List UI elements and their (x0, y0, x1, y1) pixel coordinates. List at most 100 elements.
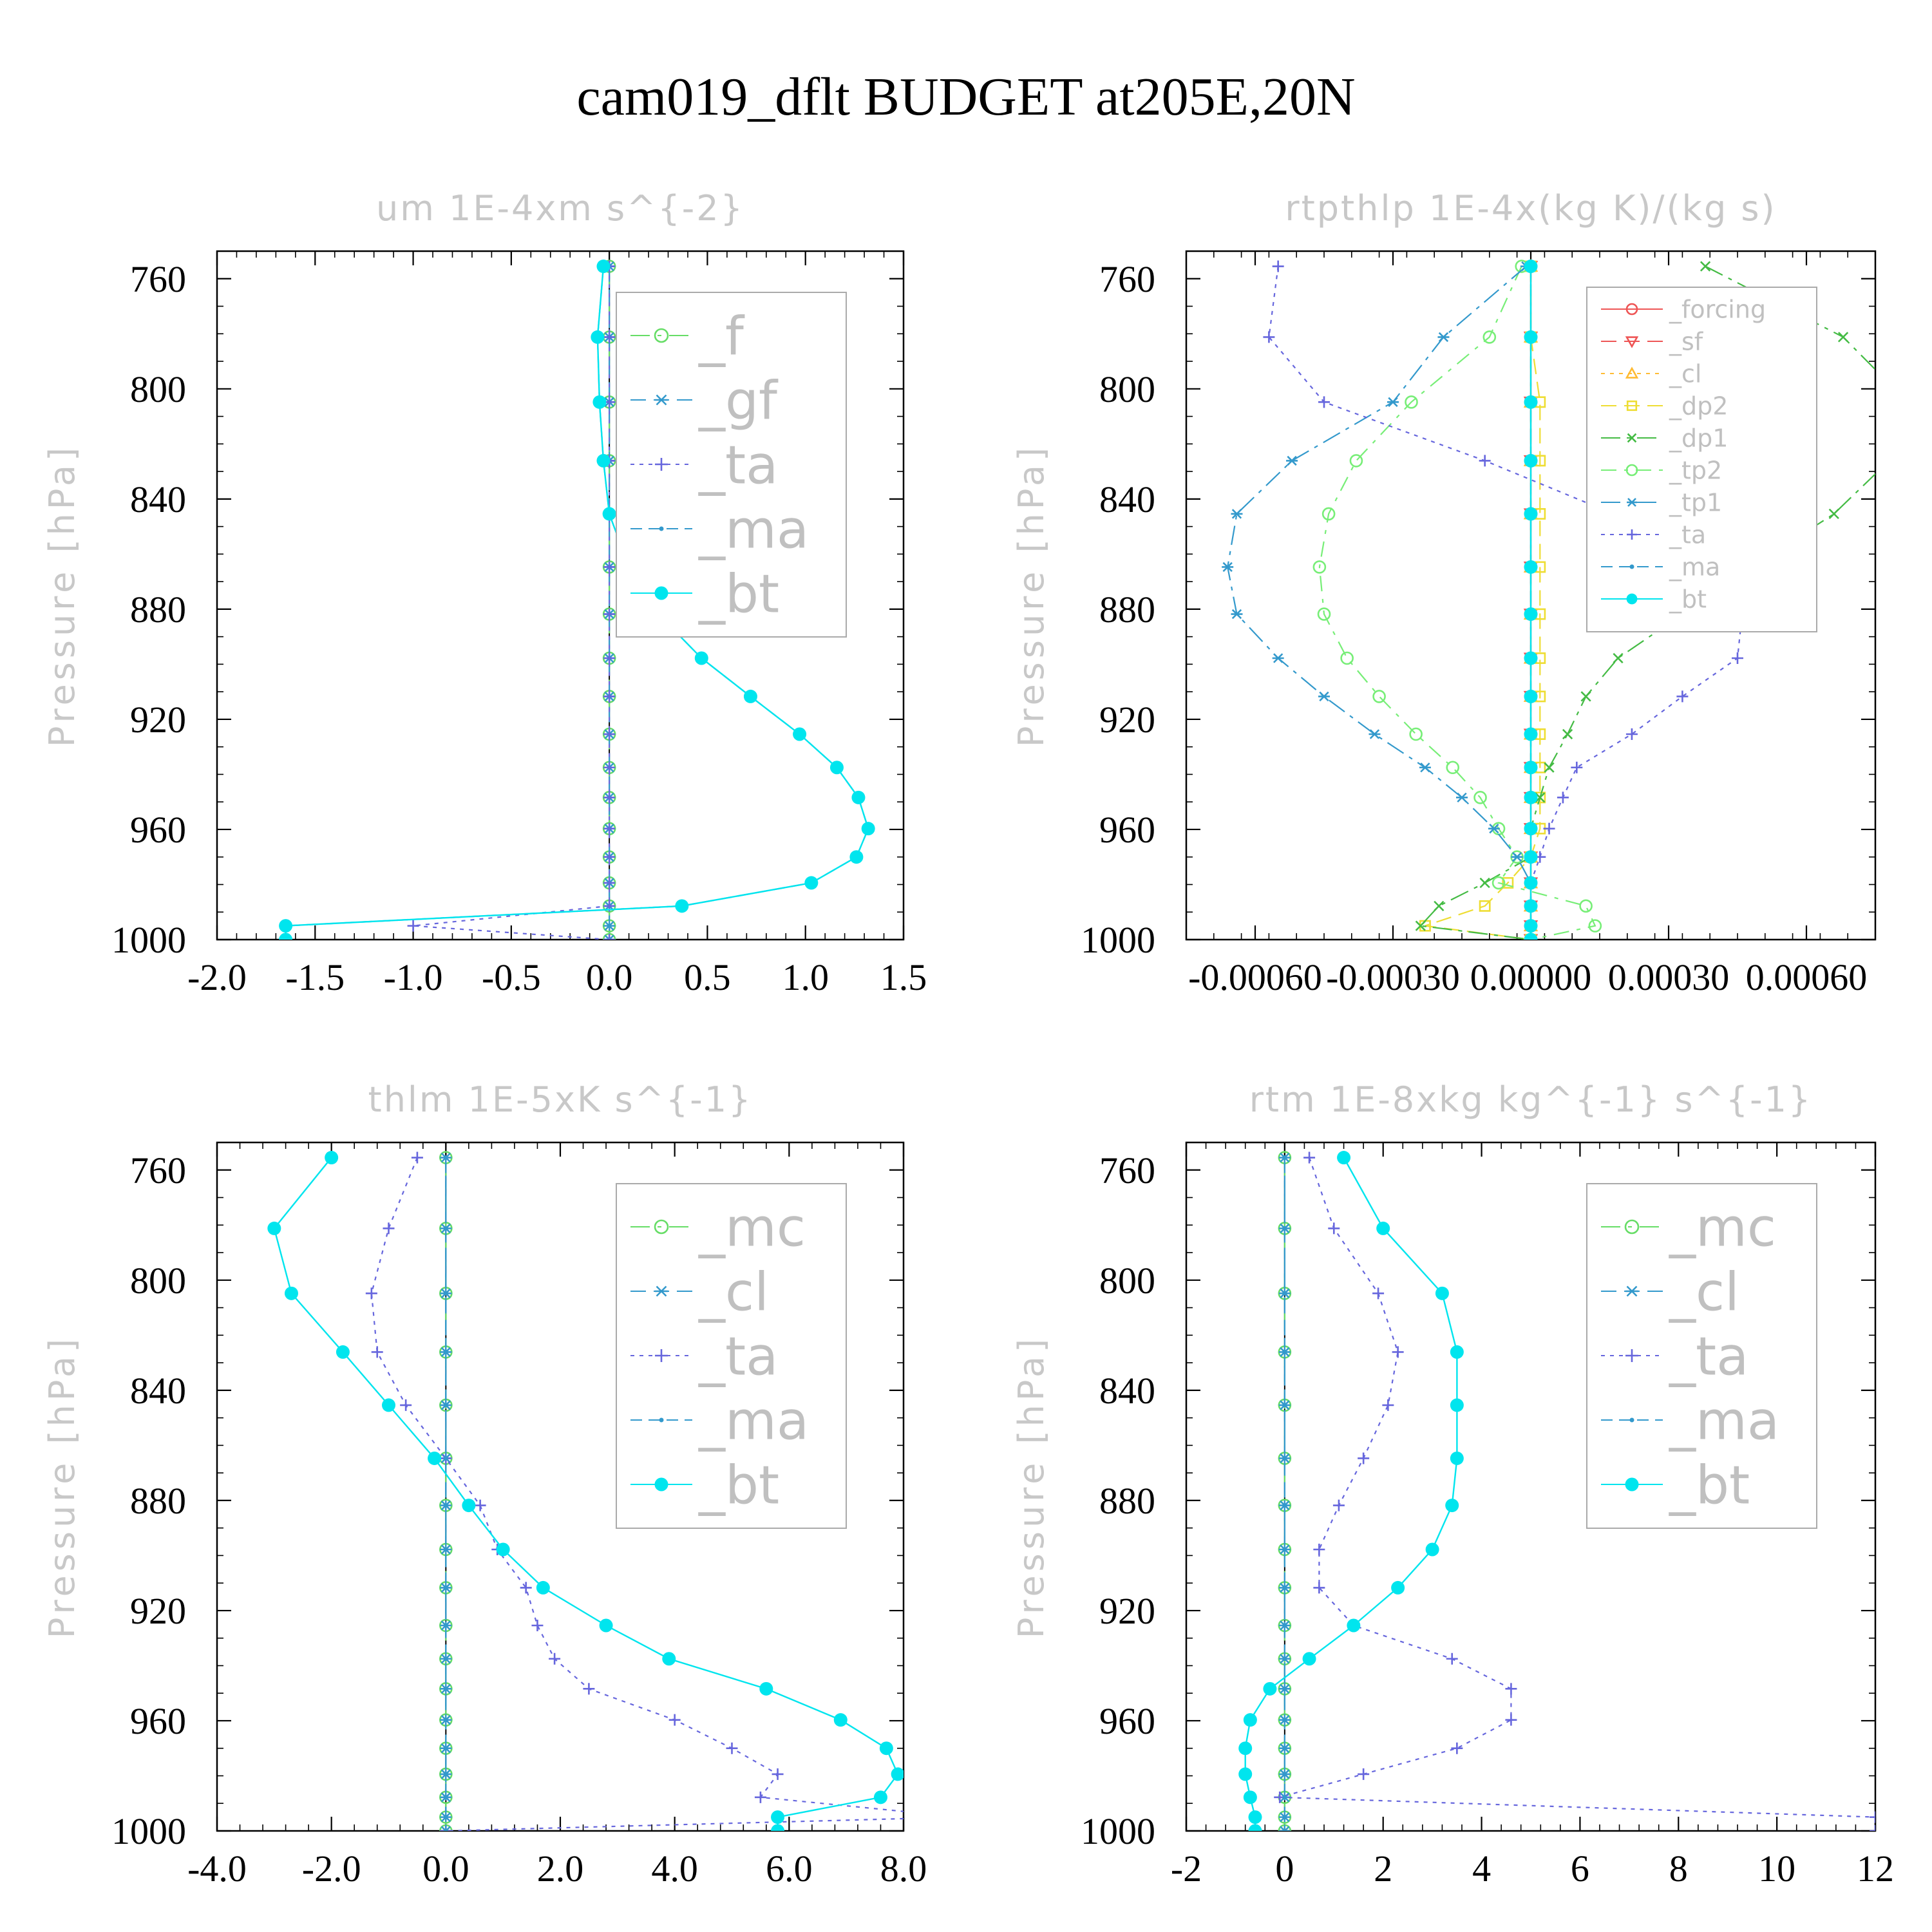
y-tick-label: 800 (130, 368, 186, 410)
data-point (1524, 899, 1538, 913)
data-point (1282, 1403, 1287, 1408)
series-line (1244, 1157, 1458, 1831)
data-point (1222, 562, 1234, 573)
data-point (382, 1398, 395, 1412)
data-point (1505, 1714, 1517, 1726)
legend-marker (655, 1285, 668, 1297)
data-point (743, 689, 757, 703)
x-tick-label: -4.0 (187, 1848, 247, 1889)
legend-box (1586, 287, 1817, 632)
legend-label: _cl (698, 1262, 769, 1323)
data-point (829, 761, 844, 775)
data-point (1328, 1222, 1340, 1235)
data-point (591, 330, 605, 344)
legend-marker (659, 526, 664, 531)
data-point (726, 1742, 738, 1754)
data-point (1456, 792, 1468, 803)
data-point (443, 1455, 448, 1461)
data-point (1588, 919, 1602, 933)
series_ta (365, 1151, 904, 1831)
series_ma (1282, 1155, 1287, 1831)
legend-label: _forcing (1669, 296, 1766, 324)
plot-area (267, 1151, 904, 1831)
legend-label: _ma (698, 1391, 809, 1452)
data-point (1263, 331, 1275, 343)
series_bt (1524, 260, 1538, 940)
data-point (1451, 1742, 1463, 1754)
data-point (1524, 790, 1538, 804)
data-point (1340, 651, 1354, 665)
data-point (891, 1767, 904, 1781)
y-tick-label: 920 (130, 1590, 186, 1632)
data-point (1870, 1811, 1875, 1823)
data-point (1282, 1815, 1287, 1820)
series-line (1425, 266, 1541, 940)
x-tick-label: 10 (1758, 1848, 1795, 1889)
data-point (1524, 330, 1538, 344)
data-point (603, 561, 616, 573)
plot-frame (1185, 1141, 1877, 1832)
data-point (1419, 762, 1431, 773)
data-point (804, 876, 819, 890)
y-tick-label: 760 (130, 258, 186, 300)
legend-marker (1625, 366, 1639, 379)
data-point (603, 761, 616, 773)
legend-entry: _cl (1601, 360, 1701, 388)
panel-title: thlm 1E-5xK s^{-1} (368, 1079, 753, 1120)
legend-label: _ta (1669, 521, 1706, 549)
data-point (443, 1746, 448, 1751)
data-point (279, 919, 293, 933)
data-point (1482, 330, 1497, 344)
data-point (1243, 1713, 1257, 1727)
data-point (694, 651, 708, 665)
data-point (1524, 727, 1538, 741)
data-point (879, 1741, 893, 1756)
data-point (602, 507, 616, 521)
data-point (1282, 1349, 1287, 1354)
data-point (443, 1226, 448, 1231)
legend-entry: _ta (1601, 521, 1706, 549)
series-line (285, 266, 869, 940)
data-point (443, 1547, 448, 1552)
data-point (1524, 876, 1538, 890)
data-point (400, 1399, 412, 1411)
series_bt (1238, 1151, 1464, 1831)
data-point (1415, 920, 1426, 931)
data-point (1505, 1683, 1517, 1695)
series_bt (267, 1151, 904, 1831)
data-point (1473, 791, 1487, 804)
legend-marker (659, 1417, 664, 1423)
data-point (599, 1618, 613, 1633)
data-point (443, 1718, 448, 1723)
legend-marker (1624, 1219, 1640, 1235)
x-tick-label: -0.5 (482, 956, 541, 998)
y-tick-label: 1000 (1081, 1810, 1155, 1852)
data-point (1282, 1656, 1287, 1662)
legend: _mc_cl_ta_ma_bt (1586, 1183, 1817, 1529)
data-point (1313, 1543, 1325, 1555)
data-point (1492, 876, 1506, 890)
data-point (1318, 396, 1330, 408)
x-tick-label: 0.00000 (1470, 956, 1592, 998)
legend-marker (654, 328, 669, 343)
legend-label: _ma (698, 500, 809, 561)
data-point (1511, 852, 1523, 862)
legend: _mc_cl_ta_ma_bt (616, 1183, 847, 1529)
legend-marker (1625, 1477, 1639, 1492)
series_tp1 (1222, 261, 1537, 940)
legend-marker (1626, 400, 1638, 412)
y-tick-label: 840 (130, 478, 186, 520)
data-point (1248, 1810, 1262, 1824)
data-point (1349, 454, 1363, 468)
legend-entry: _gf (630, 371, 779, 432)
data-point (1321, 507, 1336, 521)
legend-entry: _bt (630, 564, 779, 625)
legend: _forcing _sf _cl _dp2 _dp1 _tp2 _tp1 _ta _ma _bt (1586, 287, 1817, 632)
x-tick-label: 8 (1669, 1848, 1688, 1889)
legend-entry: _ma (630, 1391, 809, 1452)
y-tick-label: 800 (130, 1260, 186, 1302)
data-point (1535, 792, 1546, 803)
data-point (1450, 1451, 1464, 1465)
data-point (1732, 652, 1743, 664)
